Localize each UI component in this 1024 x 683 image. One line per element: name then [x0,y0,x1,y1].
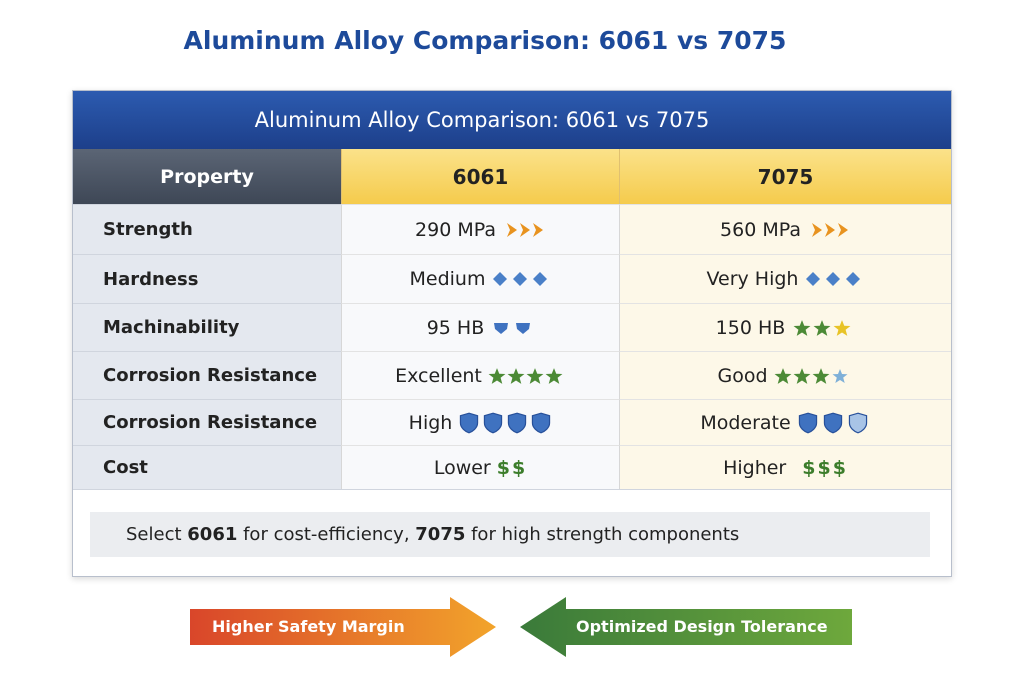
arrow-row: Higher Safety Margin Optimized Design To… [0,595,1024,669]
value-cell: 95 HB [341,303,619,351]
value-text: Very High [706,268,799,290]
column-header: 6061 [341,149,619,204]
rating-icons [774,367,848,384]
value-cell: Moderate [619,399,951,445]
note-emphasis: 6061 [187,524,238,545]
value-text: Medium [409,268,486,290]
rating-icons [811,222,848,237]
value-cell: 560 MPa [619,204,951,254]
column-header: 7075 [619,149,951,204]
value-cell: Good [619,351,951,399]
value-cell: 150 HB [619,303,951,351]
value-cell: Lower $$ [341,445,619,489]
value-text: 95 HB [426,316,485,339]
property-cell: Corrosion Resistance [73,351,341,399]
value-text: 290 MPa [415,218,496,241]
table-title: Aluminum Alloy Comparison: 6061 vs 7075 [73,91,951,149]
arrow-shapes [190,597,852,657]
rating-icons [488,367,563,384]
value-cell: 290 MPa [341,204,619,254]
page-title: Aluminum Alloy Comparison: 6061 vs 7075 [183,26,787,55]
value-cell: Higher $$$ [619,445,951,489]
column-header: Property [73,149,341,204]
value-text: 560 MPa [720,218,801,241]
arrow-left [520,597,852,657]
value-text: Moderate [700,411,791,434]
rating-icons [494,322,531,334]
rating-icons [493,272,548,286]
arrow-label: Higher Safety Margin [212,617,405,636]
rating-icons [798,412,867,433]
note-emphasis: 7075 [415,524,466,545]
property-cell: Strength [73,204,341,254]
note-text: for high strength components [465,524,740,545]
value-cell: Excellent [341,351,619,399]
note-text: for cost-efficiency, [237,524,416,545]
rating-icons [793,319,851,336]
value-text: Excellent [395,364,482,387]
value-text: 150 HB [715,316,786,339]
value-text: Lower [433,456,491,479]
value-text: High [408,411,453,434]
rating-icons [806,272,861,286]
property-cell: Machinability [73,303,341,351]
rating-icons [460,412,551,433]
value-text: Good [717,364,768,387]
value-cell: High [341,399,619,445]
note-text: Select [126,524,188,545]
recommendation-note: Select 6061 for cost-efficiency, 7075 fo… [90,512,930,557]
property-cell: Cost [73,445,341,489]
value-cell: Medium [341,254,619,303]
cost-symbols: $$ [496,456,528,479]
arrow-label: Optimized Design Tolerance [576,617,828,636]
comparison-table: Aluminum Alloy Comparison: 6061 vs 7075 … [72,90,952,577]
cost-symbols: $$$ [802,456,848,479]
arrow-right [190,597,496,657]
value-cell: Very High [619,254,951,303]
table-footer: Select 6061 for cost-efficiency, 7075 fo… [73,489,951,576]
value-text: Higher [723,456,787,479]
property-cell: Corrosion Resistance [73,399,341,445]
rating-icons [506,222,543,237]
property-cell: Hardness [73,254,341,303]
